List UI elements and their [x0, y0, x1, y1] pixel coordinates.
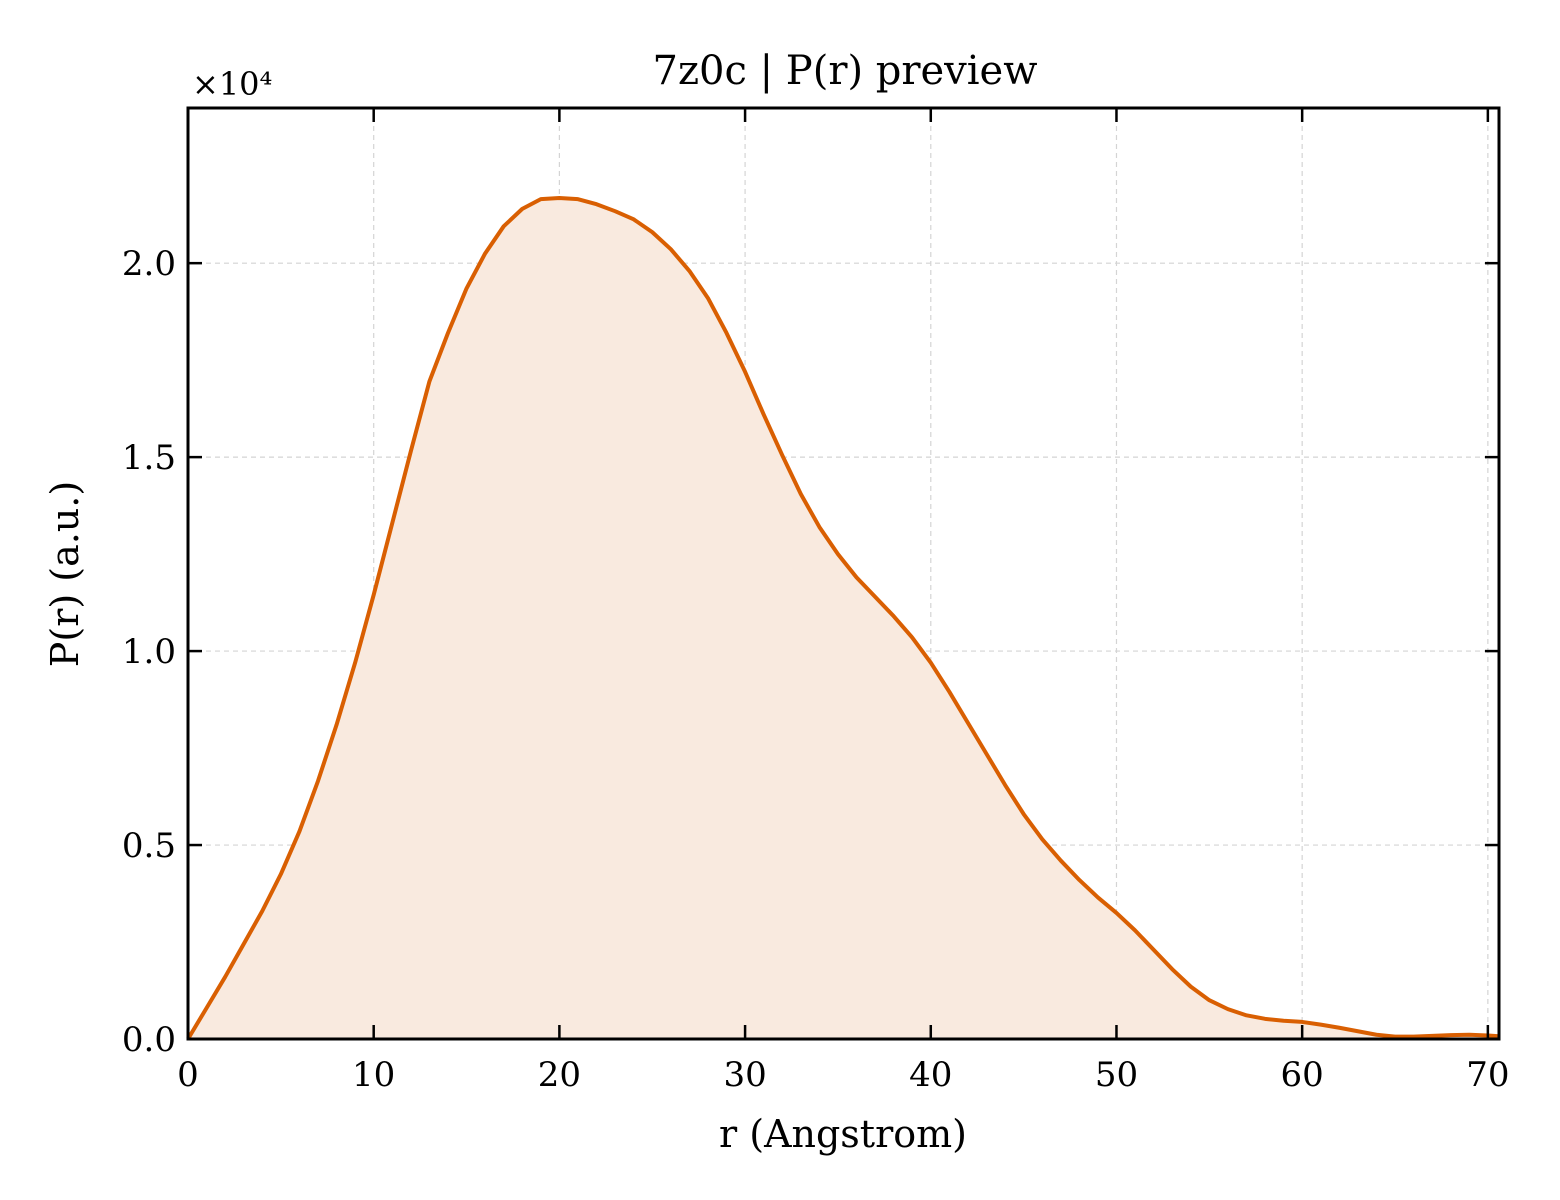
y-axis-multiplier: ×10⁴ [192, 65, 272, 103]
x-tick-label: 10 [352, 1055, 395, 1095]
pr-area-fill [188, 198, 1499, 1039]
y-tick-label: 1.0 [122, 632, 176, 672]
y-tick-label: 0.5 [122, 826, 176, 866]
y-tick-label: 1.5 [122, 438, 176, 478]
chart-title: 7z0c | P(r) preview [653, 48, 1038, 94]
y-axis-ticks: 0.0 0.5 1.0 1.5 2.0 [122, 244, 1499, 1060]
x-tick-label: 0 [177, 1055, 199, 1095]
x-axis-ticks: 0 10 20 30 40 50 60 70 [177, 108, 1509, 1095]
x-axis-label: r (Angstrom) [719, 1112, 967, 1156]
y-tick-label: 0.0 [122, 1020, 176, 1060]
x-tick-label: 30 [723, 1055, 766, 1095]
plot-frame [186, 106, 1501, 1041]
x-tick-label: 50 [1095, 1055, 1138, 1095]
x-tick-label: 20 [538, 1055, 581, 1095]
x-tick-label: 70 [1466, 1055, 1509, 1095]
y-tick-label: 2.0 [122, 244, 176, 284]
pr-curve-line [186, 196, 1500, 1041]
x-tick-label: 60 [1281, 1055, 1324, 1095]
x-tick-label: 40 [909, 1055, 952, 1095]
y-axis-label: P(r) (a.u.) [43, 481, 87, 667]
